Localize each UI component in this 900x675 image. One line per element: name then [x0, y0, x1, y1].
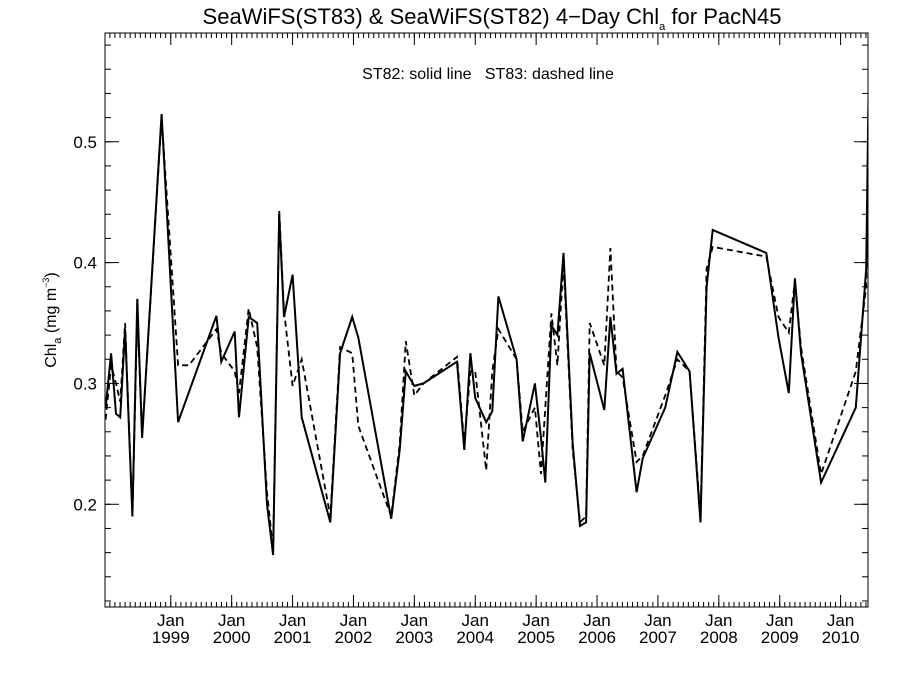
- x-tick-label-year: 2003: [395, 628, 433, 647]
- x-tick-label-month: Jan: [340, 611, 367, 630]
- series-layer: [105, 87, 868, 556]
- x-tick-label-month: Jan: [644, 611, 671, 630]
- x-tick-label-year: 1999: [152, 628, 190, 647]
- x-tick-label-year: 2004: [456, 628, 494, 647]
- x-tick-label-month: Jan: [401, 611, 428, 630]
- axis-ticks: [105, 33, 868, 607]
- series-line-st83: [105, 93, 868, 551]
- x-tick-label-year: 2006: [578, 628, 616, 647]
- y-tick-label: 0.2: [73, 495, 97, 514]
- x-tick-label-month: Jan: [218, 611, 245, 630]
- y-axis-label-units: (mg m: [43, 288, 60, 338]
- y-tick-labels: 0.2 0.3 0.4 0.5: [73, 133, 97, 515]
- x-tick-label-year: 2005: [517, 628, 555, 647]
- x-tick-label-month: Jan: [522, 611, 549, 630]
- y-tick-label: 0.5: [73, 133, 97, 152]
- x-tick-labels: Jan1999Jan2000Jan2001Jan2002Jan2003Jan20…: [152, 611, 860, 647]
- x-tick-label-year: 2010: [822, 628, 860, 647]
- chart-title: SeaWiFS(ST83) & SeaWiFS(ST82) 4−Day Chla…: [203, 4, 782, 33]
- line-style-annotation: ST82: solid line ST83: dashed line: [362, 66, 614, 83]
- x-tick-label-month: Jan: [157, 611, 184, 630]
- chart-title-main: SeaWiFS(ST83) & SeaWiFS(ST82) 4−Day Chl: [203, 4, 660, 29]
- y-axis-label-close: ): [43, 272, 60, 277]
- x-tick-label-month: Jan: [766, 611, 793, 630]
- y-axis-label-subscript: a: [52, 337, 64, 344]
- x-tick-label-month: Jan: [462, 611, 489, 630]
- y-axis-label: Chla (mg m−3): [41, 272, 64, 368]
- y-axis-label-superscript: −3: [41, 278, 51, 288]
- chart-title-suffix: for PacN45: [665, 4, 781, 29]
- plot-frame: [104, 32, 869, 608]
- x-tick-label-month: Jan: [827, 611, 854, 630]
- x-tick-label-year: 2008: [700, 628, 738, 647]
- y-tick-label: 0.4: [73, 254, 97, 273]
- x-tick-label-month: Jan: [705, 611, 732, 630]
- y-tick-label: 0.3: [73, 374, 97, 393]
- chart-title-subscript: a: [659, 21, 666, 33]
- y-axis-label-main: Chl: [43, 344, 60, 368]
- x-tick-label-year: 2002: [335, 628, 373, 647]
- x-tick-label-year: 2000: [213, 628, 251, 647]
- x-tick-label-month: Jan: [583, 611, 610, 630]
- x-tick-label-year: 2001: [274, 628, 312, 647]
- series-line-st82: [105, 87, 868, 556]
- x-tick-label-year: 2009: [761, 628, 799, 647]
- x-tick-label-month: Jan: [279, 611, 306, 630]
- x-tick-label-year: 2007: [639, 628, 677, 647]
